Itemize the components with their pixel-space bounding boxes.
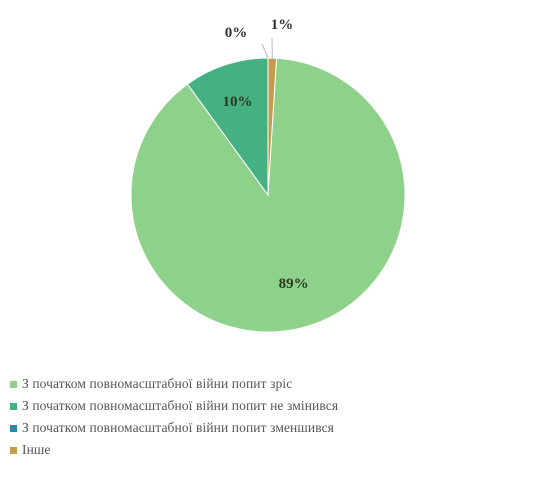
legend-item-1: З початком повномасштабної війни попит н… [10,395,555,417]
pie-data-label-0: 89% [279,276,309,292]
pie-data-label-2: 0% [225,25,248,41]
legend-label-3: Інше [22,442,51,458]
leader-line-2 [262,44,268,58]
legend-item-0: З початком повномасштабної війни попит з… [10,373,555,395]
legend-label-0: З початком повномасштабної війни попит з… [22,376,292,392]
legend-swatch-1 [10,403,17,410]
legend-swatch-3 [10,447,17,454]
legend-item-3: Інше [10,439,555,461]
chart-legend: З початком повномасштабної війни попит з… [10,373,555,461]
pie-plot: 89% 10% 0% 1% [0,0,558,370]
pie-data-label-3: 1% [271,17,294,33]
legend-item-2: З початком повномасштабної війни попит з… [10,417,555,439]
pie-slices [131,58,405,332]
legend-swatch-0 [10,381,17,388]
pie-data-label-1: 10% [223,94,253,110]
legend-swatch-2 [10,425,17,432]
legend-label-2: З початком повномасштабної війни попит з… [22,420,334,436]
legend-label-1: З початком повномасштабної війни попит н… [22,398,338,414]
